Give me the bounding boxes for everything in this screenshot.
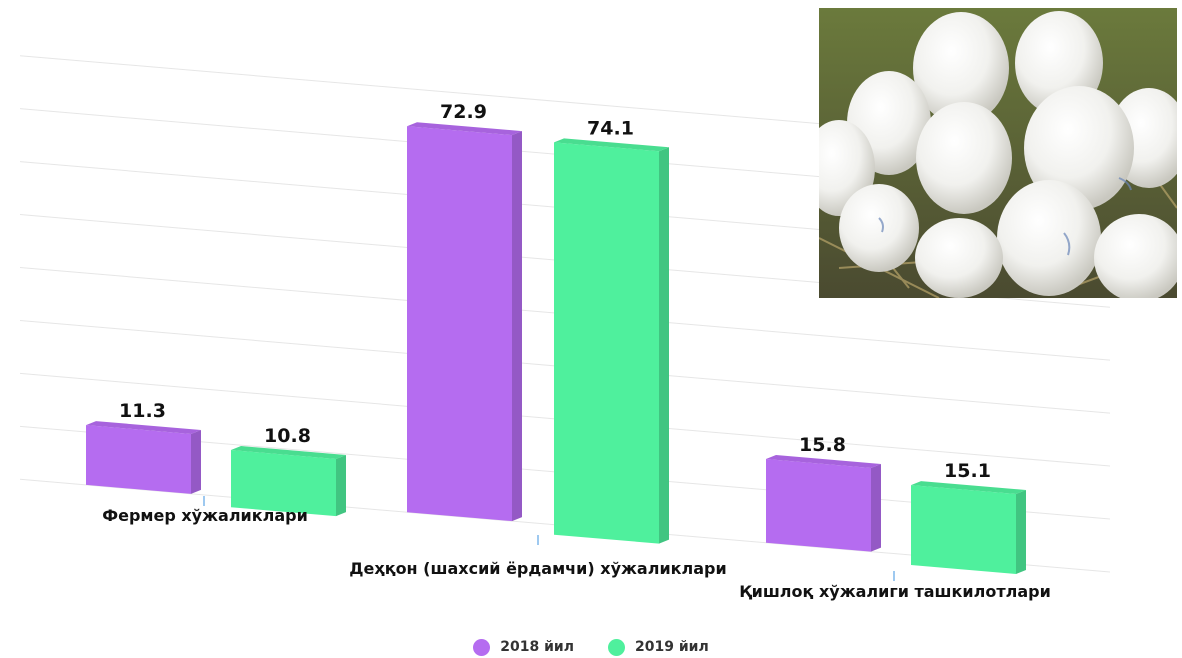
bar-2018-2 (766, 459, 871, 552)
bar-top (407, 122, 522, 136)
bar-side (191, 430, 201, 494)
value-label: 74.1 (587, 117, 634, 139)
value-label: 10.8 (264, 425, 311, 447)
legend-item-2019[interactable]: 2019 йил (608, 638, 709, 656)
bar-2018-1 (407, 126, 512, 522)
category-label: Фермер хўжаликлари (102, 506, 308, 525)
chart-bars (86, 122, 1026, 574)
legend-swatch-2018 (473, 638, 491, 656)
bar-side (659, 147, 669, 544)
legend-label-2019: 2019 йил (635, 639, 709, 655)
category-label: Қишлоқ хўжалиги ташкилотлари (739, 582, 1051, 601)
chart-labels: 11.3 72.9 15.8 10.8 74.1 15.1 Фермер хўжаликла… (102, 101, 1051, 601)
bar-top (554, 138, 669, 152)
bar-side (1016, 490, 1026, 574)
bar-top (911, 481, 1026, 495)
value-label: 15.1 (944, 460, 991, 482)
bar-2018-0 (86, 425, 191, 494)
legend-swatch-2019 (608, 638, 625, 656)
bar-2019-0 (231, 450, 336, 517)
value-label: 15.8 (799, 434, 846, 456)
value-label: 72.9 (440, 101, 487, 123)
bar-top (231, 446, 346, 459)
egg-photo (819, 8, 1177, 298)
bar-2019-2 (911, 485, 1016, 574)
bar-2019-1 (554, 142, 659, 544)
value-label: 11.3 (119, 400, 166, 422)
legend-label-2018: 2018 йил (500, 639, 574, 655)
bar-side (512, 131, 522, 522)
bar-side (871, 463, 881, 552)
bar-top (766, 455, 881, 468)
legend-item-2018[interactable]: 2018 йил (473, 638, 574, 656)
chart-legend: 2018 йил 2019 йил (0, 636, 1182, 658)
bar-side (336, 454, 346, 517)
bar-top (86, 421, 201, 435)
category-label: Деҳқон (шахсий ёрдамчи) хўжаликлари (349, 559, 726, 578)
